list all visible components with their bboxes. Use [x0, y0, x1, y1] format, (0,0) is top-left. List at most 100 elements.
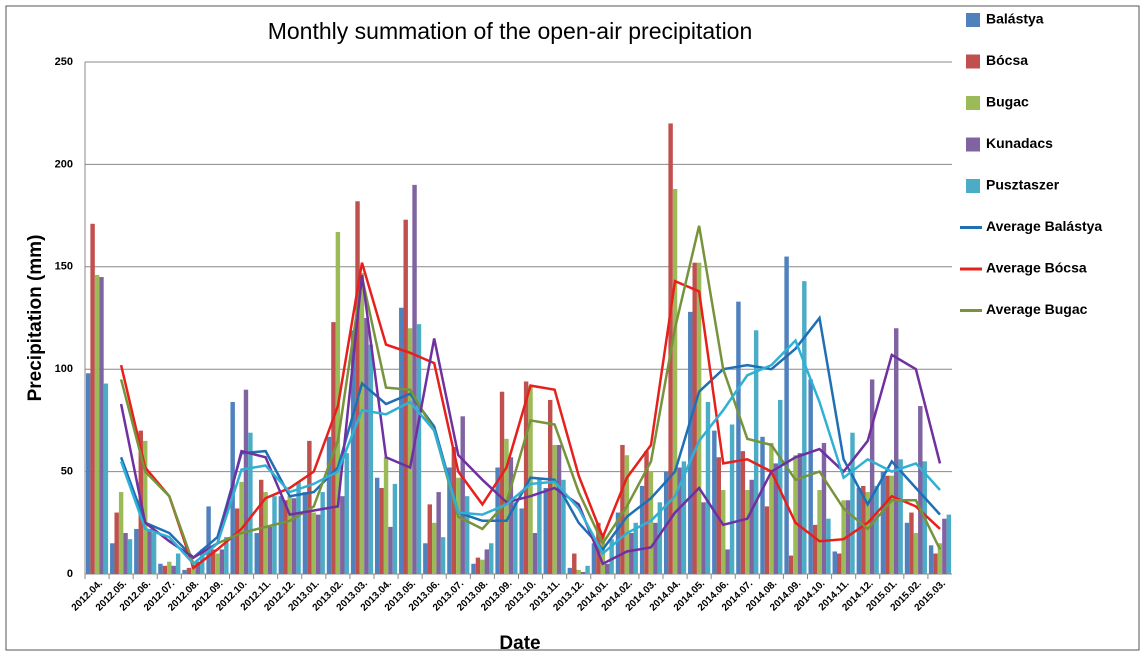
bar: [850, 432, 855, 574]
line: [119, 315, 941, 560]
legend-label: Average Bugac: [986, 301, 1088, 317]
bar: [909, 512, 914, 574]
bar: [793, 455, 798, 574]
bar: [359, 272, 365, 574]
legend-swatch: [966, 179, 980, 193]
bar: [898, 459, 903, 574]
bar: [263, 492, 268, 574]
bar: [633, 522, 638, 574]
bar: [431, 522, 437, 574]
bar: [778, 399, 783, 574]
bar: [219, 549, 225, 574]
bar: [307, 440, 312, 574]
bar: [764, 506, 770, 574]
bar: [561, 479, 566, 574]
bar: [103, 383, 109, 574]
bar: [836, 553, 842, 574]
bar: [749, 479, 754, 574]
bar: [171, 565, 176, 574]
bar: [331, 322, 336, 574]
bar: [894, 328, 899, 574]
bar: [283, 500, 288, 574]
bar: [556, 444, 562, 574]
bar: [287, 496, 292, 574]
bar: [379, 487, 384, 574]
bar: [773, 463, 779, 574]
bar: [480, 559, 485, 574]
bar: [942, 518, 947, 574]
bar: [234, 508, 240, 574]
bar: [147, 528, 152, 574]
bar: [210, 549, 216, 574]
bar: [447, 467, 452, 574]
bar: [436, 492, 441, 574]
bar: [817, 490, 822, 574]
bar: [344, 453, 349, 574]
bar: [585, 565, 590, 574]
bar: [90, 223, 95, 575]
bar: [291, 498, 297, 574]
bar: [423, 543, 428, 574]
bar: [206, 506, 211, 574]
bar: [543, 487, 548, 574]
bar: [302, 492, 308, 574]
bar: [475, 557, 481, 574]
bar: [513, 502, 518, 574]
bar: [142, 440, 148, 574]
line: [119, 274, 942, 566]
bar: [869, 379, 875, 574]
bar: [861, 485, 866, 574]
bar: [464, 496, 470, 574]
line: [119, 262, 941, 570]
bar: [547, 399, 553, 574]
x-axis-label: Date: [499, 633, 540, 654]
legend-label: Bugac: [986, 94, 1029, 110]
bar: [760, 436, 765, 574]
bar: [440, 537, 446, 574]
bar: [388, 526, 393, 574]
bar: [392, 483, 398, 574]
bar: [85, 373, 91, 574]
bar: [364, 318, 369, 574]
bar: [629, 533, 634, 574]
y-tick-label: 150: [55, 261, 73, 273]
bar: [712, 430, 717, 574]
bar: [316, 514, 321, 574]
bar: [753, 330, 759, 574]
bar: [532, 533, 538, 574]
bar: [572, 553, 577, 574]
bar: [484, 549, 490, 574]
bar: [648, 471, 654, 574]
bar: [812, 524, 818, 574]
bar: [797, 453, 803, 574]
bar: [134, 528, 139, 574]
bar: [272, 496, 277, 574]
bar: [918, 406, 923, 574]
bar: [696, 262, 702, 574]
bar: [504, 438, 509, 574]
bar: [663, 471, 669, 574]
bar: [118, 492, 124, 574]
bar: [399, 307, 404, 574]
bar: [407, 328, 413, 574]
bar: [175, 553, 181, 574]
legend-swatch: [966, 137, 980, 152]
bar: [856, 487, 862, 574]
bar: [186, 567, 192, 574]
bar: [874, 485, 879, 574]
bar: [677, 467, 682, 574]
bar: [123, 533, 128, 574]
legend-label: Average Bócsa: [986, 260, 1087, 276]
line: [119, 225, 942, 566]
bar: [788, 555, 794, 574]
bar: [368, 344, 374, 574]
y-axis-label: Precipitation (mm): [25, 235, 46, 402]
bar: [672, 188, 678, 574]
bar: [412, 184, 417, 574]
bar: [688, 311, 693, 574]
bar: [114, 512, 119, 574]
bar: [729, 424, 735, 574]
bar: [451, 447, 457, 574]
bar: [745, 490, 750, 574]
